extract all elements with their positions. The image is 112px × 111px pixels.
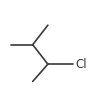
Text: Cl: Cl (74, 58, 86, 71)
